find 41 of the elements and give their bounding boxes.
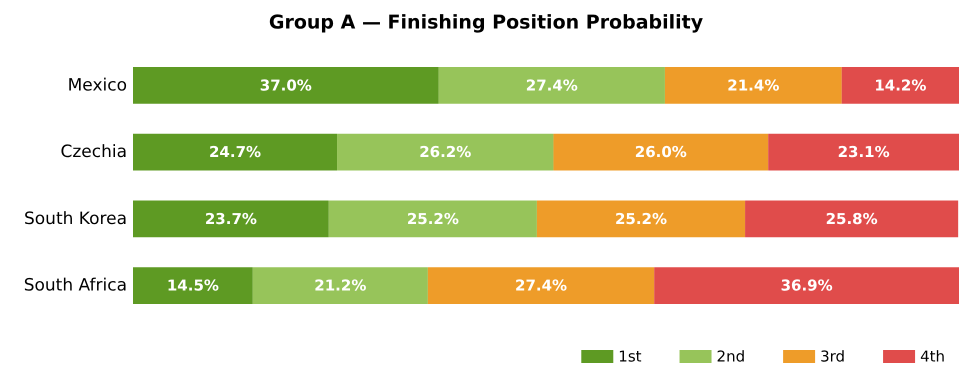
data-label: 27.4% xyxy=(515,276,568,295)
bar xyxy=(133,67,439,104)
legend-label: 2nd xyxy=(716,348,746,366)
data-label: 21.4% xyxy=(727,76,780,94)
bar xyxy=(842,67,959,104)
data-label: 23.7% xyxy=(204,210,257,228)
bar xyxy=(252,267,428,304)
bar xyxy=(133,134,338,170)
bar xyxy=(768,134,959,170)
data-label: 25.2% xyxy=(406,210,459,228)
data-label: 14.5% xyxy=(166,276,219,295)
legend-label: 3rd xyxy=(820,348,846,366)
bar xyxy=(133,200,329,238)
data-label: 25.8% xyxy=(826,210,878,228)
y-tick-label: South Korea xyxy=(24,208,127,229)
data-label: 36.9% xyxy=(780,276,833,295)
bar xyxy=(654,267,959,304)
data-label: 37.0% xyxy=(260,76,312,94)
y-tick-label: South Africa xyxy=(24,276,127,296)
bar xyxy=(328,200,537,238)
data-label: 25.2% xyxy=(614,210,668,228)
bar xyxy=(745,200,958,238)
chart-title: Group A — Finishing Position Probability xyxy=(268,12,704,34)
bar xyxy=(438,67,665,104)
bar xyxy=(428,267,654,304)
data-label: 27.4% xyxy=(526,76,578,94)
y-tick-label: Czechia xyxy=(60,142,127,162)
bar xyxy=(664,67,842,104)
bar xyxy=(337,134,554,170)
bar xyxy=(553,134,768,170)
data-label: 21.2% xyxy=(314,276,366,295)
data-label: 23.1% xyxy=(838,143,890,162)
data-label: 24.7% xyxy=(208,143,262,162)
data-label: 14.2% xyxy=(874,76,926,94)
y-tick-label: Mexico xyxy=(68,75,127,96)
data-label: 26.0% xyxy=(634,143,687,162)
bar xyxy=(536,200,746,238)
bar xyxy=(133,267,253,304)
data-label: 26.2% xyxy=(419,143,472,162)
legend-label: 4th xyxy=(920,348,946,366)
legend-label: 1st xyxy=(618,348,642,366)
